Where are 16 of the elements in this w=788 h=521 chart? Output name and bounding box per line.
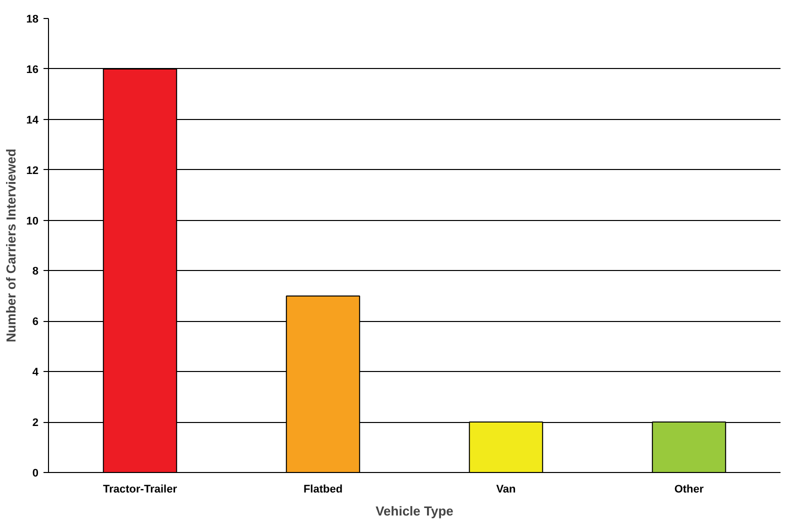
x-axis-title: Vehicle Type	[376, 504, 454, 518]
y-tick-label: 10	[26, 215, 39, 228]
x-tick-label: Van	[496, 484, 516, 496]
x-tick-label: Flatbed	[303, 484, 343, 496]
y-tick-label: 12	[26, 164, 39, 177]
y-tick-label: 8	[32, 266, 39, 278]
y-tick-label: 16	[26, 64, 39, 76]
y-tick-label: 2	[32, 417, 39, 430]
y-tick-label: 18	[26, 14, 39, 26]
x-tick-label: Tractor-Trailer	[103, 484, 178, 496]
y-tick-label: 0	[32, 468, 39, 480]
y-tick-label: 14	[26, 114, 40, 126]
y-tick-label: 4	[32, 366, 40, 379]
x-tick-label: Other	[674, 484, 704, 496]
y-tick-label: 6	[32, 316, 39, 328]
y-axis-title: Number of Carriers Interviewed	[3, 148, 18, 342]
